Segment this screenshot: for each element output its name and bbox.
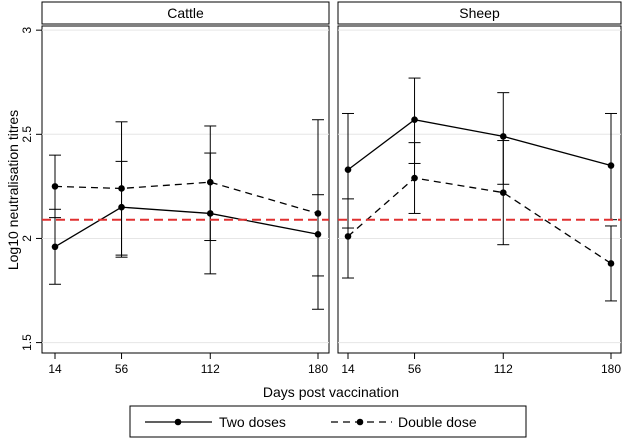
panel-cattle: Cattle 14 56 112 180 [41, 1, 330, 376]
legend-two-doses-marker [174, 418, 182, 426]
x-tick-label: 56 [408, 362, 422, 376]
double-dose-line [54, 181, 319, 215]
panel-cattle-x-ticks: 14 56 112 180 [48, 353, 328, 376]
y-tick-label: 2.5 [20, 126, 34, 143]
two-doses-line [54, 206, 319, 248]
two-doses-line [347, 119, 612, 171]
x-tick-label: 180 [308, 362, 328, 376]
panel-cattle-gridlines [42, 29, 329, 344]
y-axis-ticks: 1.5 2 2.5 3 [20, 27, 42, 351]
double-dose-point [607, 260, 615, 267]
two-doses-point [499, 133, 507, 140]
panel-sheep-title: Sheep [459, 5, 500, 21]
panel-cattle-title: Cattle [167, 5, 204, 21]
two-doses-point [344, 166, 352, 174]
double-dose-point [411, 174, 418, 182]
panel-sheep-frame [337, 25, 622, 354]
legend-double-dose-marker [356, 418, 364, 426]
two-doses-point [607, 162, 615, 169]
double-dose-point [118, 185, 125, 192]
x-axis-title: Days post vaccination [263, 384, 399, 400]
double-dose-point [206, 178, 214, 186]
panel-sheep-strip [337, 1, 622, 25]
x-tick-label: 56 [115, 362, 129, 376]
x-tick-label: 112 [201, 362, 220, 376]
double-dose-point [344, 233, 352, 240]
y-axis-title: Log10 neutralisation titres [5, 110, 21, 270]
panel-cattle-frame [41, 25, 330, 354]
double-dose-line [347, 177, 612, 264]
panel-cattle-marks [49, 119, 324, 310]
x-tick-label: 14 [341, 362, 355, 376]
two-doses-point [411, 116, 418, 124]
two-doses-point [51, 243, 59, 251]
double-dose-point [499, 189, 507, 196]
double-dose-point [51, 183, 59, 190]
y-tick-label: 2 [20, 235, 34, 242]
x-tick-label: 180 [601, 362, 621, 376]
x-tick-label: 14 [48, 362, 62, 376]
panel-sheep-marks [342, 77, 617, 302]
y-tick-label: 1.5 [20, 334, 34, 351]
legend-two-doses-label: Two doses [219, 414, 286, 430]
legend-double-dose-label: Double dose [398, 414, 477, 430]
double-dose-point [314, 210, 322, 217]
panel-cattle-strip [41, 1, 330, 25]
panel-sheep-x-ticks: 14 56 112 180 [341, 353, 621, 376]
x-tick-label: 112 [494, 362, 513, 376]
legend: Two doses Double dose [129, 405, 527, 438]
y-tick-label: 3 [20, 27, 34, 34]
panel-sheep: Sheep 14 56 112 180 [337, 1, 622, 376]
panel-sheep-gridlines [338, 29, 621, 344]
